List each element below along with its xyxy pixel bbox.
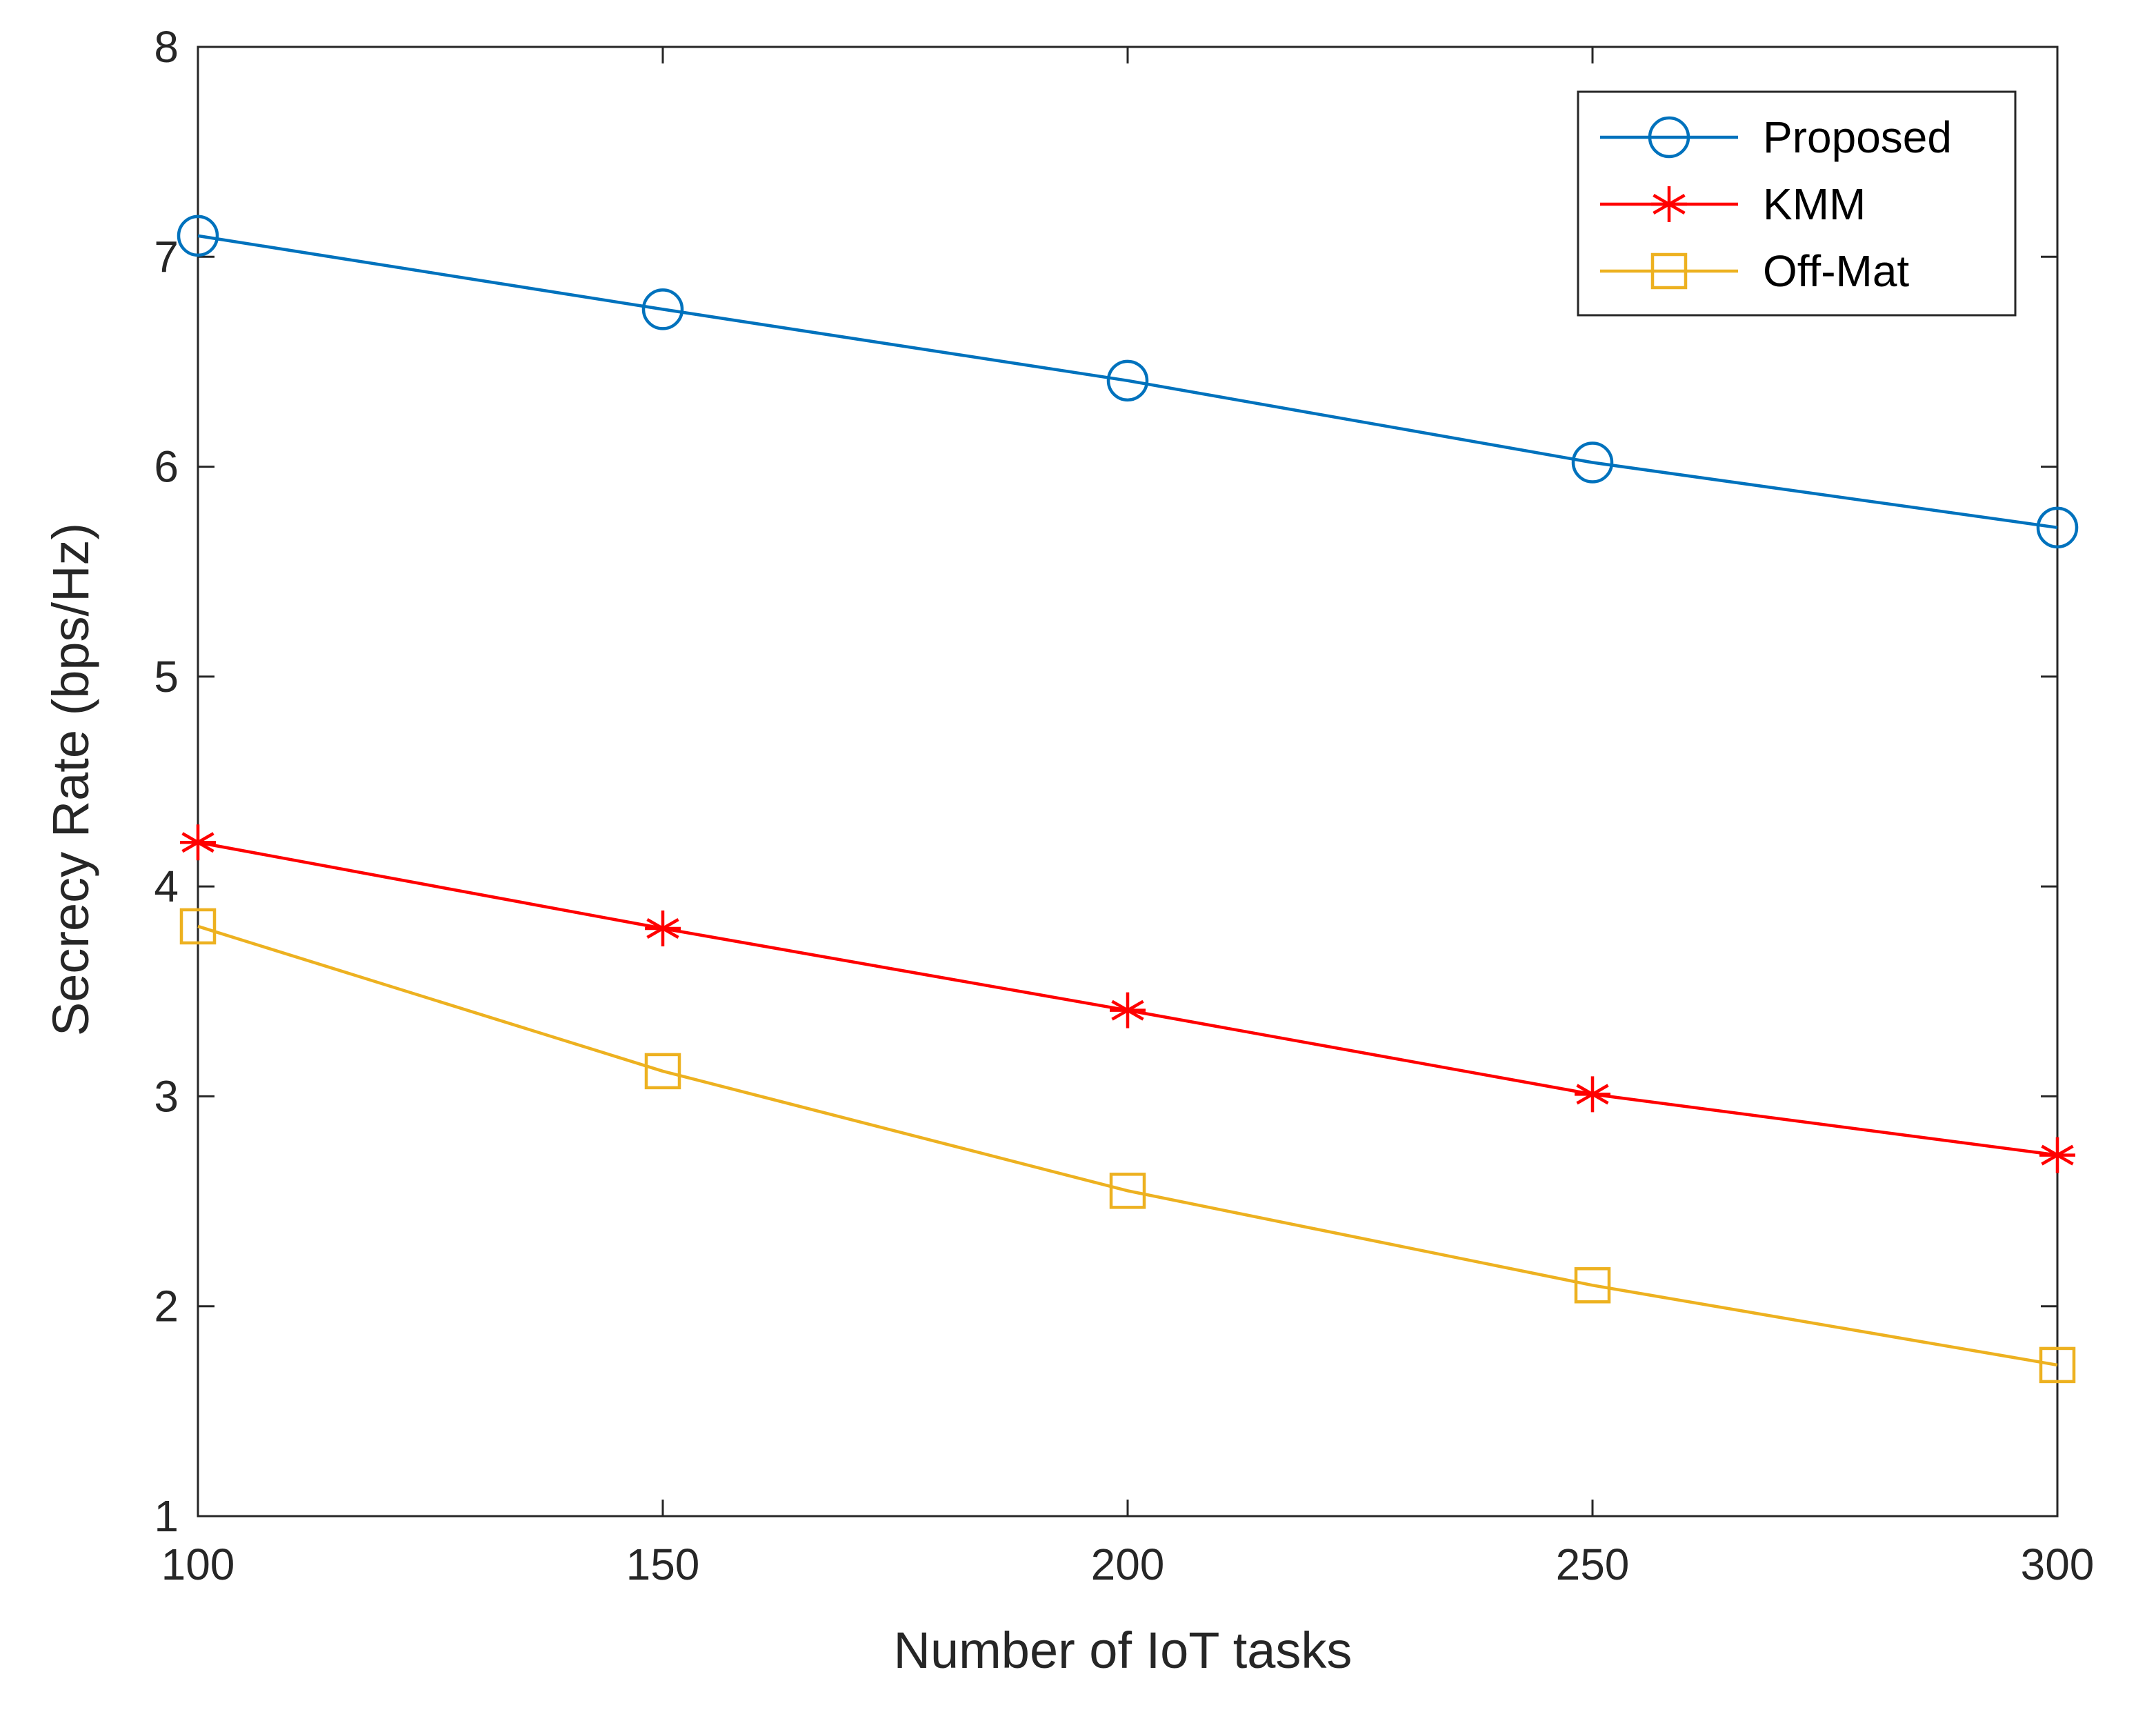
legend: Proposed KMM Off-Mat bbox=[1577, 90, 2017, 317]
x-axis-title: Number of IoT tasks bbox=[894, 1622, 1353, 1679]
legend-marker bbox=[1650, 252, 1688, 290]
data-point-off-mat bbox=[179, 908, 217, 945]
data-point-kmm bbox=[1575, 1076, 1610, 1113]
data-point-proposed bbox=[1571, 441, 1614, 484]
data-point-proposed bbox=[2036, 506, 2079, 549]
y-axis-ticks: 1 2 3 4 5 6 7 8 bbox=[154, 22, 2057, 1541]
legend-label: KMM bbox=[1763, 179, 1866, 229]
y-tick-label: 1 bbox=[154, 1491, 179, 1541]
x-tick-label: 100 bbox=[161, 1540, 235, 1589]
data-point-proposed bbox=[177, 215, 219, 257]
data-point-kmm bbox=[2039, 1137, 2075, 1173]
y-tick-label: 4 bbox=[154, 862, 179, 911]
legend-entry-kmm: KMM bbox=[1600, 179, 1866, 229]
legend-marker bbox=[1648, 116, 1690, 159]
y-tick-label: 2 bbox=[154, 1282, 179, 1331]
y-tick-label: 8 bbox=[154, 22, 179, 72]
data-point-off-mat bbox=[1109, 1173, 1146, 1209]
x-tick-label: 200 bbox=[1091, 1540, 1165, 1589]
series-proposed bbox=[177, 215, 2079, 549]
data-point-off-mat bbox=[644, 1053, 681, 1090]
data-point-off-mat bbox=[2039, 1346, 2076, 1384]
x-tick-label: 150 bbox=[626, 1540, 700, 1589]
data-point-off-mat bbox=[1574, 1267, 1611, 1304]
legend-marker bbox=[1651, 186, 1687, 222]
legend-entry-proposed: Proposed bbox=[1600, 112, 1952, 162]
data-point-kmm bbox=[1110, 992, 1146, 1028]
y-tick-label: 6 bbox=[154, 442, 179, 492]
series-line-off-mat bbox=[197, 924, 2058, 1367]
legend-entry-off-mat: Off-Mat bbox=[1600, 246, 1909, 296]
x-tick-label: 250 bbox=[1556, 1540, 1630, 1589]
series-off-mat bbox=[179, 908, 2076, 1384]
data-point-proposed bbox=[1106, 359, 1149, 402]
series-kmm bbox=[180, 824, 2075, 1173]
legend-label: Off-Mat bbox=[1763, 246, 1909, 296]
y-tick-label: 5 bbox=[154, 652, 179, 702]
series-line-proposed bbox=[197, 234, 2058, 530]
data-point-kmm bbox=[180, 824, 216, 861]
x-tick-label: 300 bbox=[2021, 1540, 2095, 1589]
legend-label: Proposed bbox=[1763, 112, 1952, 162]
y-tick-label: 3 bbox=[154, 1071, 179, 1121]
data-point-kmm bbox=[645, 911, 681, 946]
y-tick-label: 7 bbox=[154, 232, 179, 281]
x-axis-ticks: 100 150 200 250 300 bbox=[161, 47, 2095, 1589]
data-point-proposed bbox=[641, 288, 684, 330]
y-axis-title: Secrecy Rate (bps/Hz) bbox=[42, 523, 99, 1036]
series-layer bbox=[177, 215, 2079, 1384]
